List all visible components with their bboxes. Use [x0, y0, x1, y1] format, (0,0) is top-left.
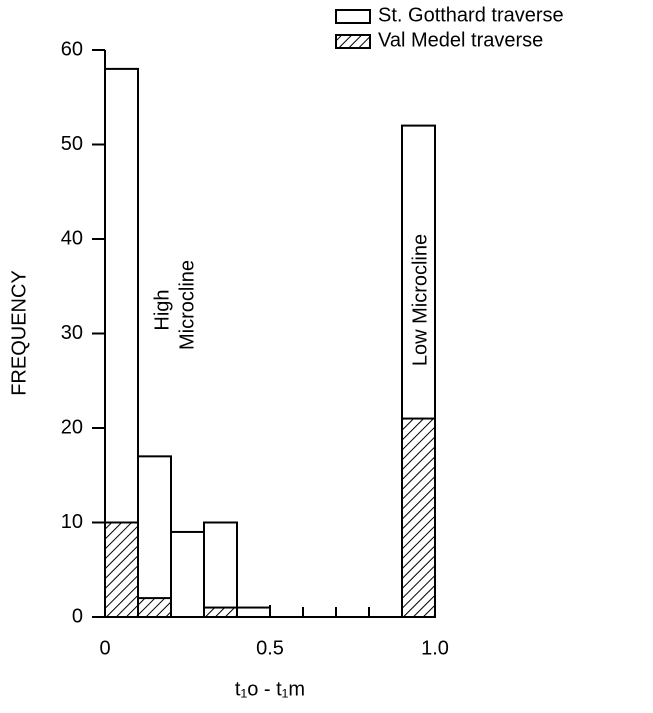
legend-swatch [335, 34, 371, 49]
bar [137, 597, 172, 618]
y-tick-label: 0 [72, 605, 83, 627]
y-axis-label: FREQUENCY [8, 270, 30, 396]
bar [236, 606, 271, 618]
x-tick-label: 0 [99, 637, 110, 659]
x-tick-label: 1.0 [421, 637, 449, 659]
bar [104, 521, 139, 618]
bar [170, 530, 205, 619]
y-tick-label: 60 [61, 38, 83, 60]
legend-label: Val Medel traverse [378, 29, 543, 51]
legend-swatch [335, 9, 371, 24]
y-tick-label: 50 [61, 133, 83, 155]
bar [401, 417, 436, 618]
bar [137, 455, 172, 618]
y-tick-label: 40 [61, 227, 83, 249]
x-axis-label: t₁o - t₁m [235, 678, 305, 700]
annotation: Low Microcline [409, 234, 431, 366]
annotation: High [151, 289, 173, 330]
x-tick-label: 0.5 [256, 637, 284, 659]
annotation: Microcline [176, 260, 198, 350]
y-tick-label: 30 [61, 322, 83, 344]
legend-label: St. Gotthard traverse [378, 4, 564, 26]
y-tick-label: 20 [61, 416, 83, 438]
bar [203, 521, 238, 618]
y-tick-label: 10 [61, 511, 83, 533]
bar [203, 606, 238, 618]
